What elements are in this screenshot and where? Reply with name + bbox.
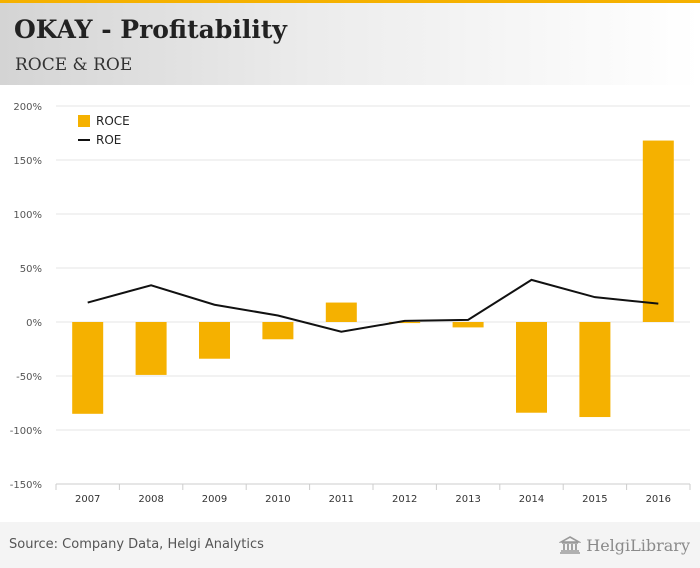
x-tick-label: 2010: [265, 494, 290, 505]
roce-bar: [452, 322, 484, 328]
x-tick-label: 2013: [455, 494, 480, 505]
y-tick-label: -50%: [16, 372, 42, 383]
roce-bar: [516, 322, 547, 413]
y-tick-label: 50%: [20, 264, 42, 275]
roce-roe-chart: -150% -100% -50% 0% 50% 100% 150% 200% 2007 2008 2…: [10, 102, 691, 505]
roce-bar: [199, 322, 230, 359]
x-tick-label: 2008: [138, 494, 163, 505]
x-tick-label: 2012: [392, 494, 417, 505]
logo-text: HelgiLibrary: [586, 535, 690, 555]
y-tick-label: 0%: [26, 318, 42, 329]
chart-header: OKAY - Profitability ROCE & ROE: [0, 3, 700, 85]
roe-line: [87, 278, 659, 333]
y-tick-label: -100%: [10, 426, 42, 437]
roce-bar: [325, 302, 357, 322]
y-tick-label: 150%: [13, 156, 42, 167]
roce-bar: [642, 140, 674, 322]
roce-bar: [72, 322, 104, 414]
roce-bar: [262, 322, 294, 340]
roce-bar: [579, 322, 611, 418]
x-tick-label: 2016: [646, 494, 671, 505]
y-tick-label: -150%: [10, 480, 42, 491]
y-tick-label: 100%: [13, 210, 42, 221]
x-tick-label: 2015: [582, 494, 607, 505]
page-subtitle: ROCE & ROE: [15, 55, 133, 75]
plot-area: [56, 106, 690, 484]
legend-roe-label: ROE: [96, 133, 121, 147]
footer: Source: Company Data, Helgi Analytics He…: [0, 522, 700, 568]
helgi-library-logo[interactable]: HelgiLibrary: [559, 532, 690, 558]
x-tick-label: 2011: [329, 494, 354, 505]
y-tick-label: 200%: [13, 102, 42, 113]
source-note: Source: Company Data, Helgi Analytics: [9, 537, 264, 552]
x-tick-label: 2009: [202, 494, 227, 505]
top-accent-bar: [0, 0, 700, 3]
legend-roce-label: ROCE: [96, 114, 130, 128]
roce-bar: [389, 322, 421, 324]
x-tick-label: 2014: [519, 494, 544, 505]
library-building-icon: [559, 536, 582, 554]
x-tick-label: 2007: [75, 494, 100, 505]
page-title: OKAY - Profitability: [14, 15, 287, 44]
roce-bar: [135, 322, 167, 375]
legend-roce-swatch: [78, 115, 90, 127]
